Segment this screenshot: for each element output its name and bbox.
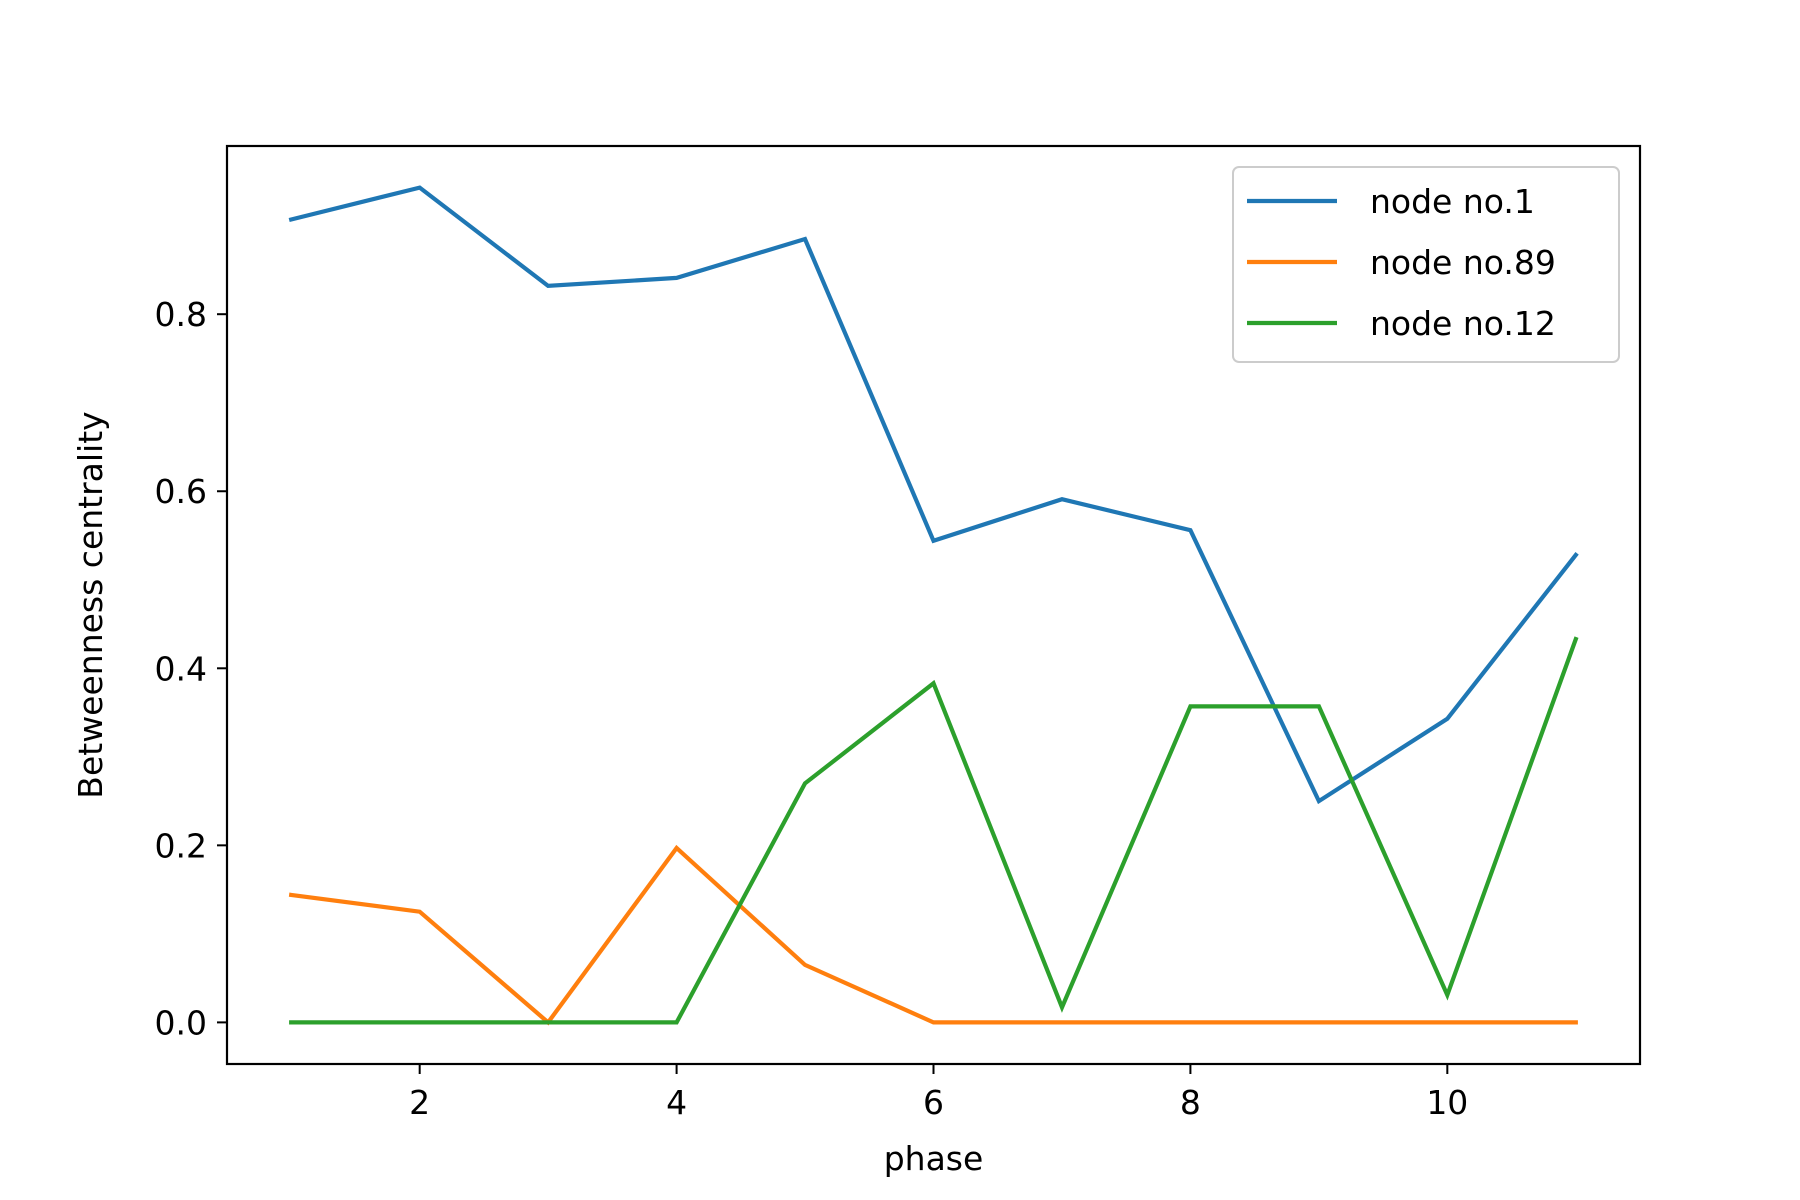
x-tick-label: 6 xyxy=(923,1083,944,1122)
y-tick-label: 0.2 xyxy=(155,826,207,865)
series-line-3 xyxy=(289,636,1579,1025)
series-line-2 xyxy=(288,844,1578,1026)
x-tick-label: 2 xyxy=(409,1083,430,1122)
series-line-1 xyxy=(288,185,1579,805)
x-tick-label: 8 xyxy=(1180,1083,1201,1122)
y-axis-title: Betweenness centrality xyxy=(71,411,110,798)
x-axis-title: phase xyxy=(884,1139,984,1178)
legend-label: node no.89 xyxy=(1370,243,1556,282)
y-tick-label: 0.4 xyxy=(155,649,207,688)
x-tick-label: 10 xyxy=(1426,1083,1468,1122)
legend-label: node no.12 xyxy=(1370,304,1556,343)
x-tick-label: 4 xyxy=(666,1083,687,1122)
y-tick-label: 0.0 xyxy=(155,1003,207,1042)
y-tick-label: 0.6 xyxy=(155,472,207,511)
plot-area: 2 4 6 8 10 0.0 0.2 0.4 0.6 0.8 xyxy=(155,144,1642,1122)
legend-label: node no.1 xyxy=(1370,182,1535,221)
y-tick-label: 0.8 xyxy=(155,295,207,334)
legend-box xyxy=(1232,166,1620,363)
legend: node no.1 node no.89 node no.12 xyxy=(1232,166,1620,363)
